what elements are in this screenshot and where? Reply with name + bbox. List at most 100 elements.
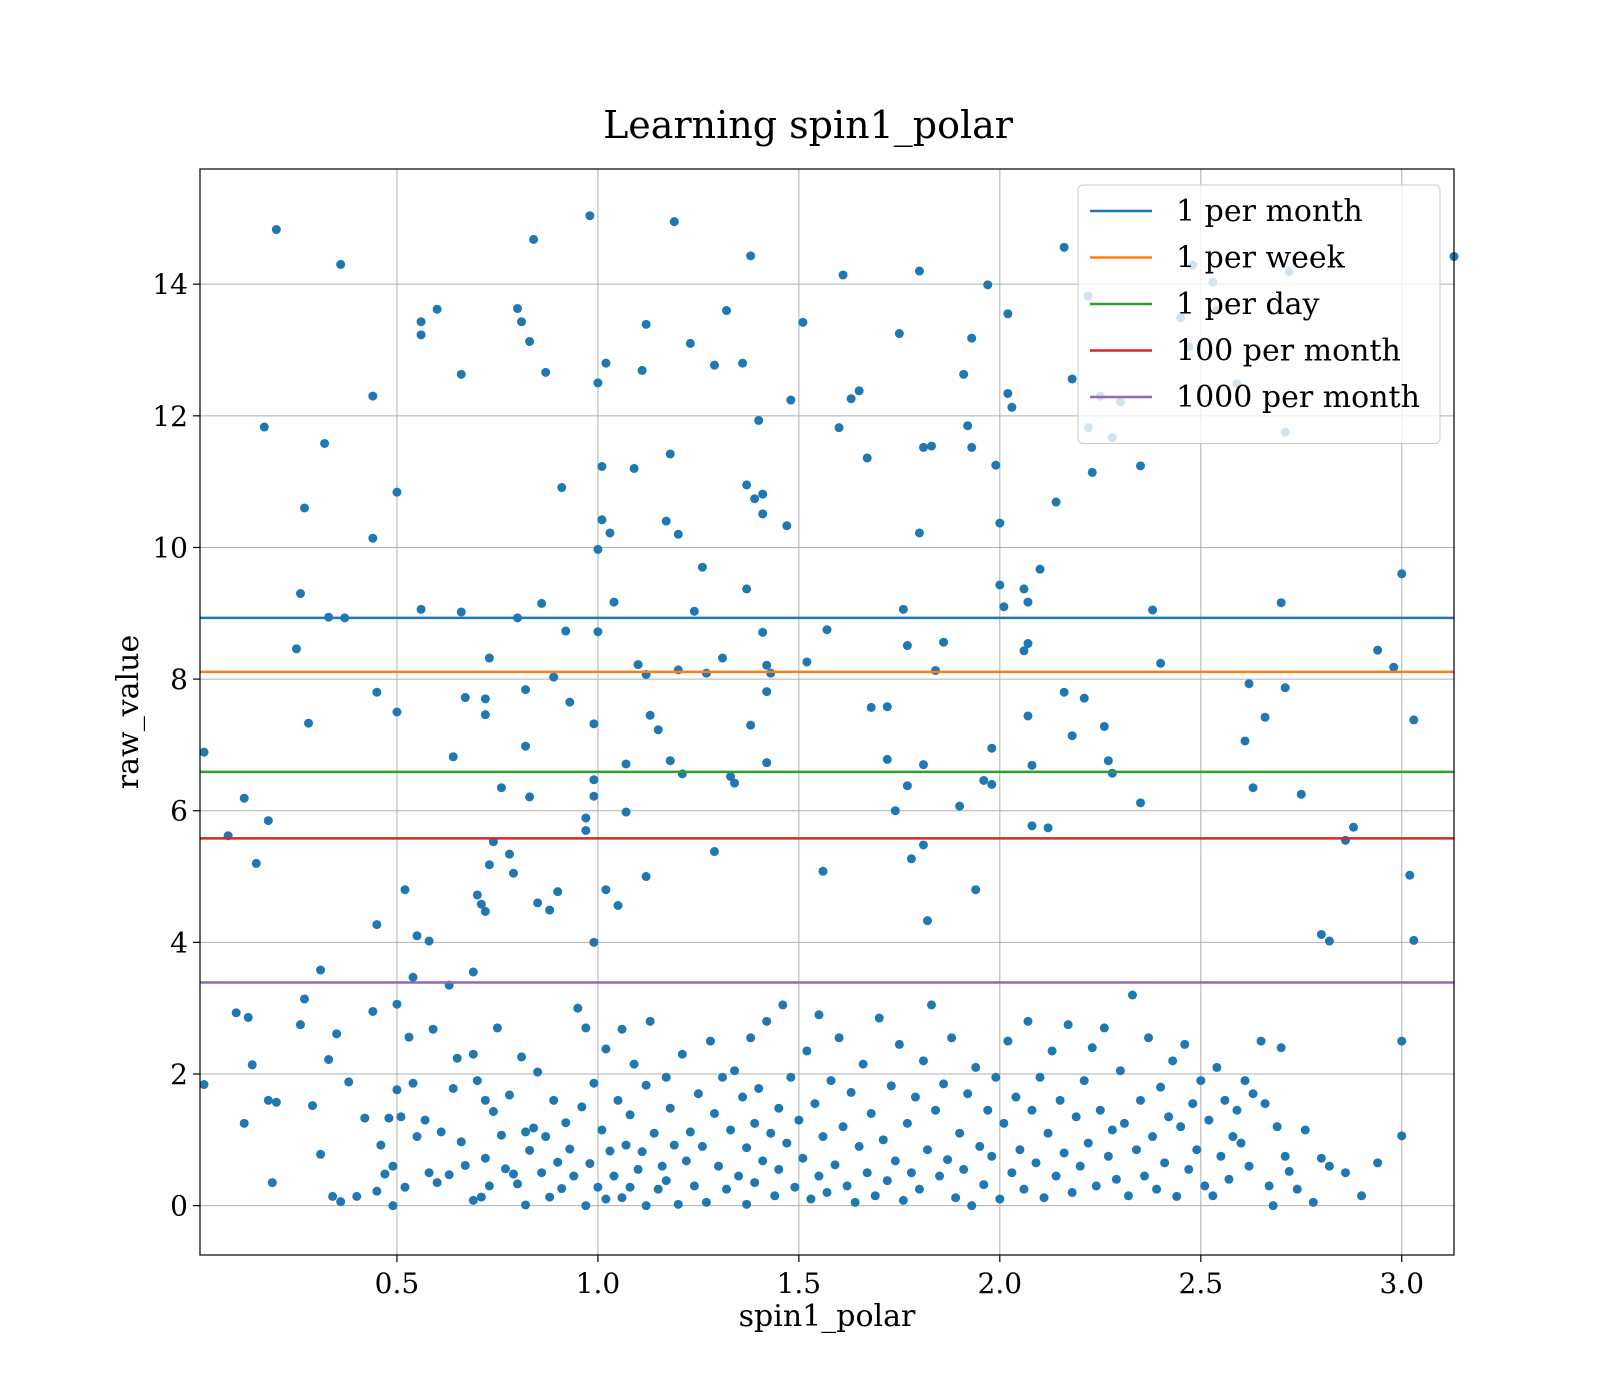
data-point: [681, 1156, 691, 1166]
data-point: [1148, 605, 1158, 615]
data-point: [726, 772, 736, 782]
data-point: [709, 847, 719, 857]
data-point: [906, 854, 916, 864]
data-point: [1131, 1145, 1141, 1155]
legend-box: [1077, 184, 1441, 444]
data-point: [914, 1184, 924, 1194]
data-point: [480, 710, 490, 720]
data-point: [939, 1079, 949, 1089]
data-point: [271, 1097, 281, 1107]
data-point: [585, 1159, 595, 1169]
y-tick-label: 12: [152, 400, 188, 433]
x-tick-label: 1.0: [576, 1267, 621, 1300]
data-point: [601, 1044, 611, 1054]
data-point: [1260, 712, 1270, 722]
data-point: [601, 1194, 611, 1204]
data-point: [1409, 935, 1419, 945]
x-tick-label: 2.0: [978, 1267, 1023, 1300]
data-point: [1027, 760, 1037, 770]
data-point: [1224, 1174, 1234, 1184]
data-point: [713, 1161, 723, 1171]
data-point: [1079, 1076, 1089, 1086]
x-axis-label: spin1_polar: [739, 1299, 916, 1334]
data-point: [549, 1095, 559, 1105]
chart-title: Learning spin1_polar: [603, 103, 1014, 148]
data-point: [480, 1153, 490, 1163]
y-tick-label: 8: [170, 663, 188, 696]
data-point: [1248, 783, 1258, 793]
data-point: [565, 697, 575, 707]
data-point: [521, 685, 531, 695]
data-point: [336, 1197, 346, 1207]
data-point: [641, 1201, 651, 1211]
data-point: [987, 779, 997, 789]
data-point: [693, 1089, 703, 1099]
y-tick-label: 2: [170, 1058, 188, 1091]
data-point: [1357, 1191, 1367, 1201]
data-point: [1123, 1191, 1133, 1201]
data-point: [324, 1055, 334, 1065]
plot-frame: [199, 168, 1455, 1256]
data-point: [782, 1138, 792, 1148]
data-point: [1236, 1138, 1246, 1148]
data-point: [738, 1092, 748, 1102]
data-point: [1055, 1095, 1065, 1105]
data-point: [1115, 1066, 1125, 1076]
data-point: [1107, 768, 1117, 778]
data-point: [1260, 1099, 1270, 1109]
data-point: [1007, 1168, 1017, 1178]
data-point: [1152, 1184, 1162, 1194]
data-point: [653, 1184, 663, 1194]
data-point: [673, 529, 683, 539]
data-point: [1136, 798, 1145, 808]
data-point: [1240, 736, 1250, 746]
data-point: [1099, 1023, 1109, 1033]
data-point: [480, 694, 490, 704]
data-point: [983, 280, 993, 290]
data-point: [927, 441, 936, 451]
data-point: [621, 807, 631, 817]
data-point: [906, 1168, 916, 1178]
data-point: [882, 702, 892, 712]
data-point: [468, 1049, 478, 1059]
data-point: [1389, 662, 1399, 672]
data-point: [830, 1160, 840, 1170]
data-point: [947, 1033, 957, 1043]
data-point: [637, 1147, 647, 1157]
data-point: [1023, 1016, 1033, 1026]
data-point: [866, 702, 876, 712]
data-point: [609, 1171, 619, 1181]
data-point: [1248, 1089, 1258, 1099]
data-point: [959, 369, 969, 379]
data-point: [633, 660, 643, 670]
data-point: [931, 666, 941, 676]
data-point: [1156, 658, 1166, 668]
data-point: [701, 1197, 711, 1207]
data-point: [858, 1059, 868, 1069]
data-point: [1043, 1128, 1053, 1138]
data-point: [368, 533, 378, 543]
data-point: [734, 1171, 744, 1181]
data-point: [1063, 1020, 1073, 1030]
data-point: [541, 367, 551, 377]
data-point: [1264, 1181, 1274, 1191]
data-point: [963, 1089, 973, 1099]
data-point: [645, 710, 655, 720]
data-point: [894, 329, 904, 339]
data-point: [1272, 1122, 1282, 1132]
data-point: [537, 598, 547, 608]
data-point: [1176, 1122, 1186, 1132]
data-point: [424, 1168, 434, 1178]
data-point: [1349, 822, 1359, 832]
data-point: [750, 494, 760, 504]
data-point: [641, 1080, 651, 1090]
data-point: [814, 1010, 824, 1020]
data-point: [1188, 1099, 1198, 1109]
data-point: [718, 1072, 727, 1082]
data-point: [613, 901, 623, 911]
data-point: [392, 487, 402, 497]
data-point: [480, 1095, 490, 1105]
data-point: [1003, 309, 1013, 319]
y-tick-label: 14: [152, 268, 188, 301]
data-point: [1136, 461, 1145, 471]
